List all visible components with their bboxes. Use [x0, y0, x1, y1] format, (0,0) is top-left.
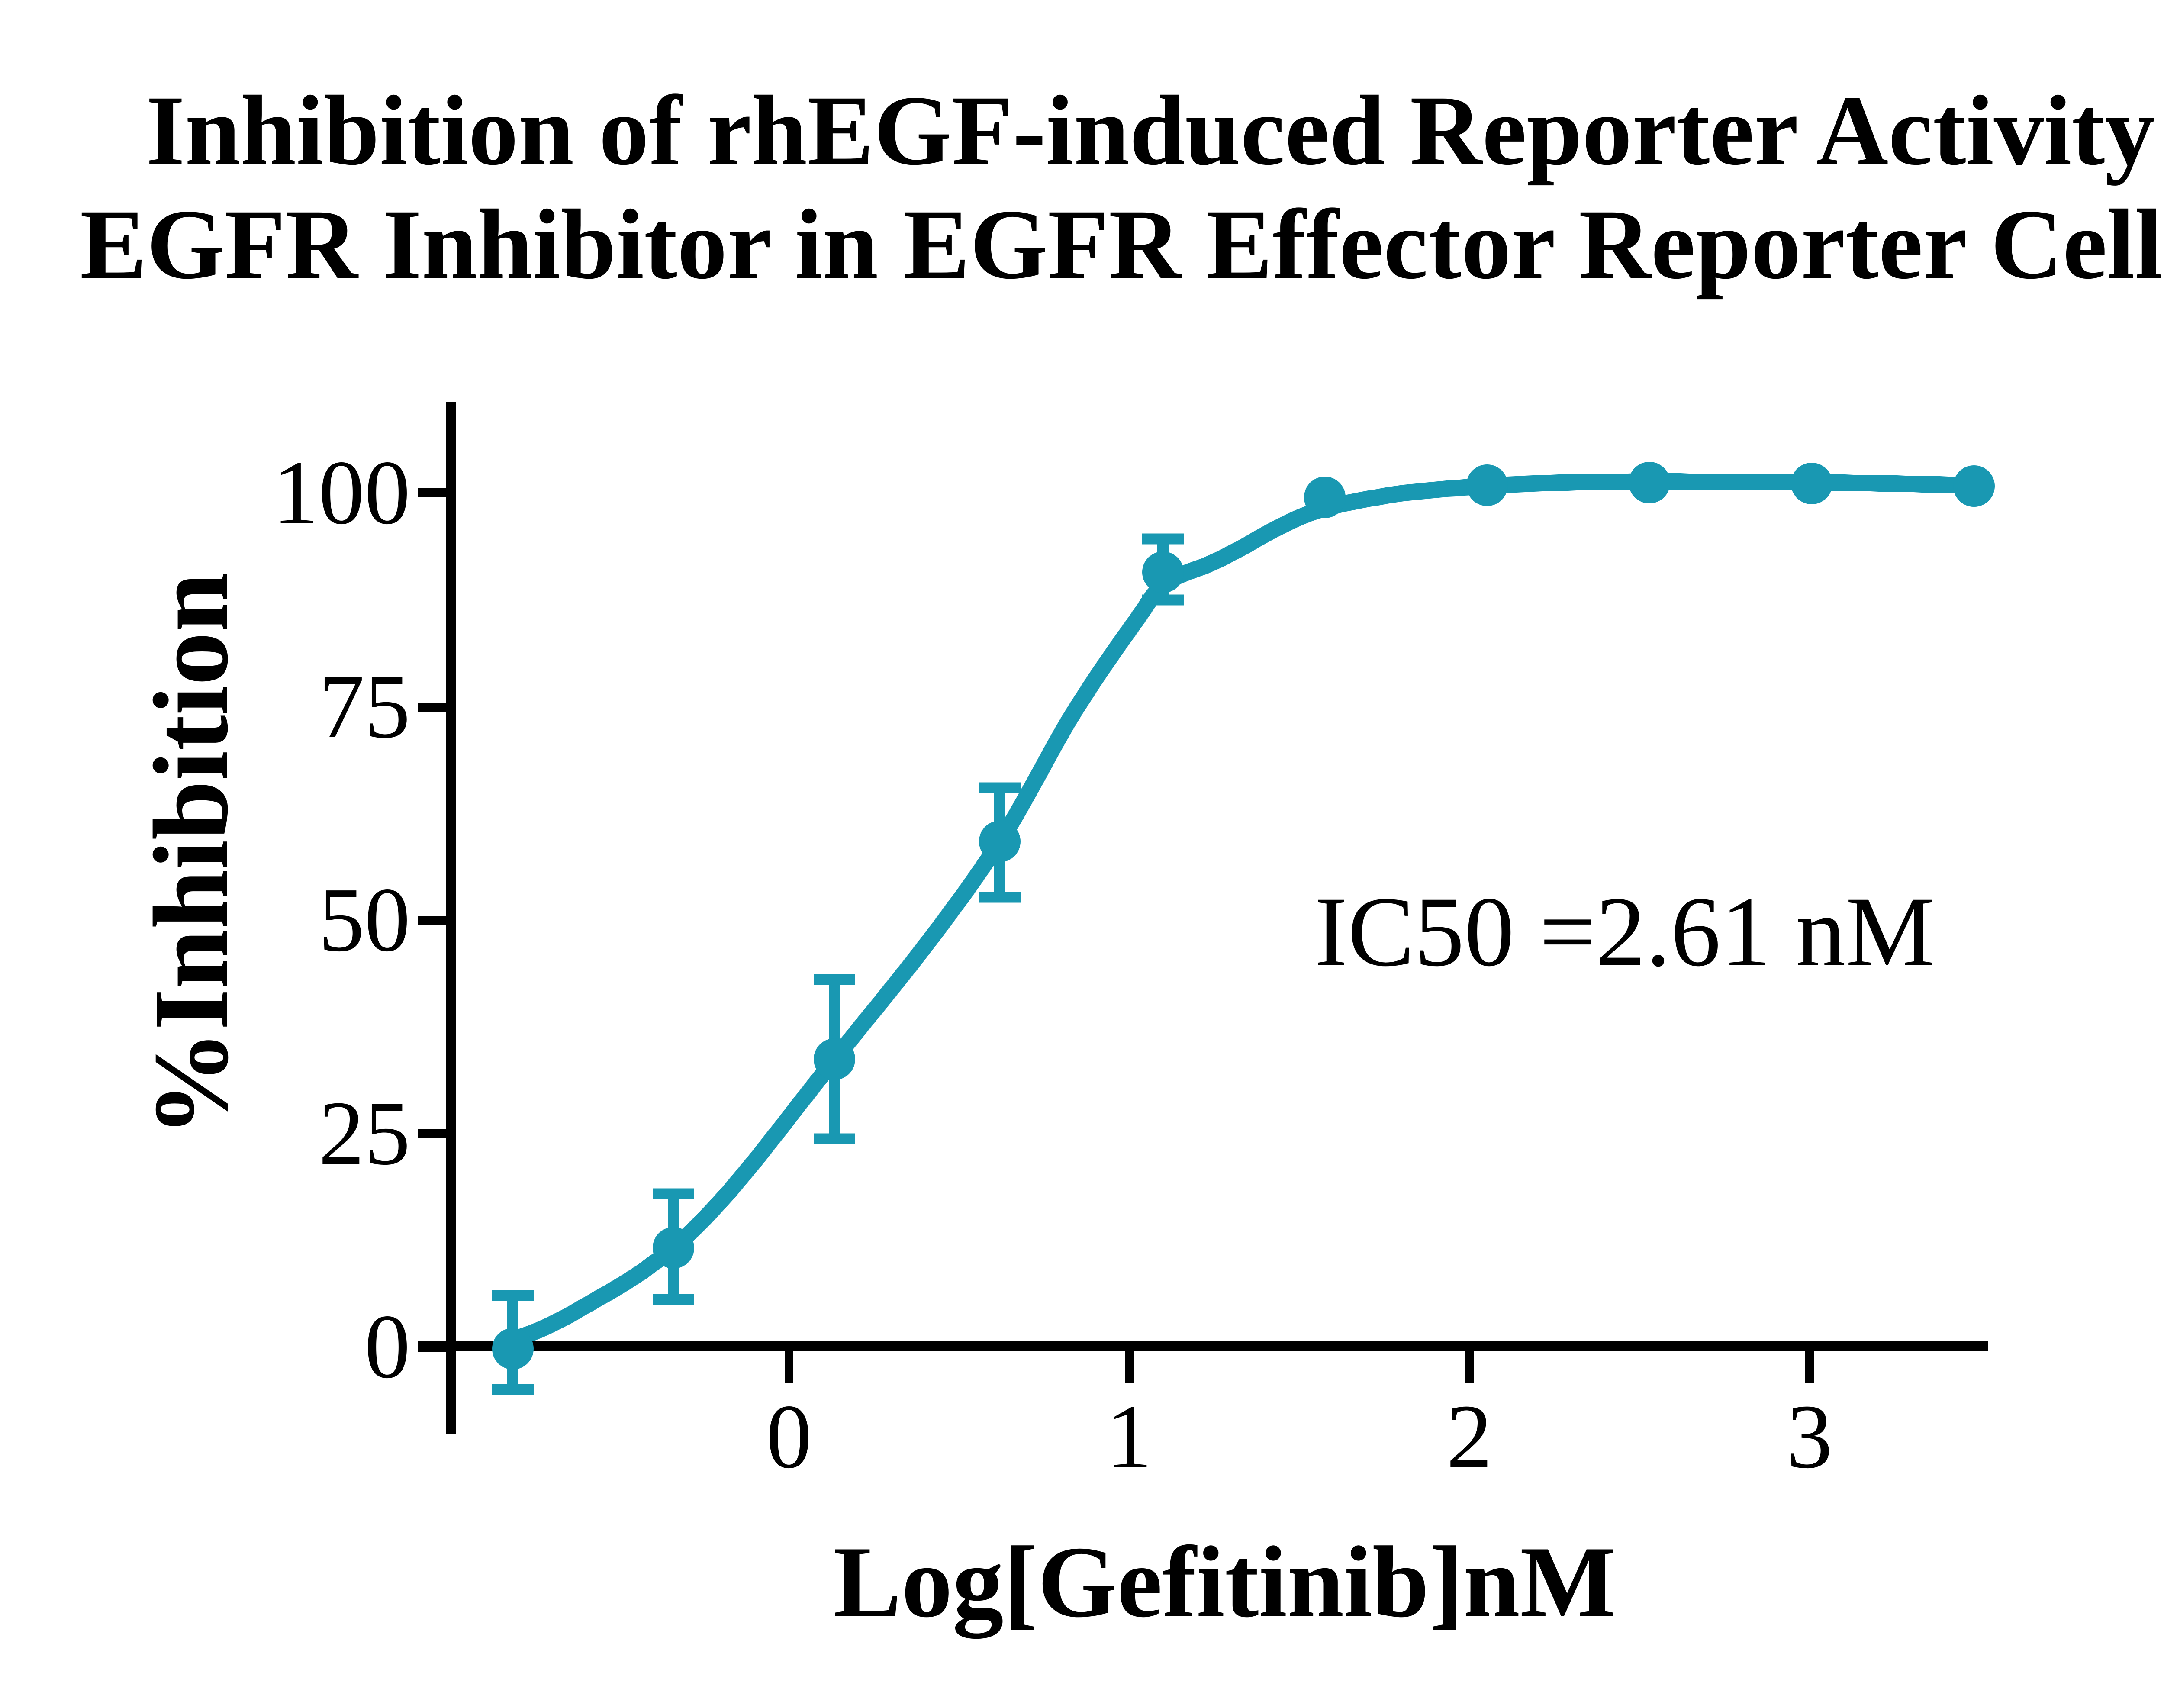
svg-text:25: 25: [319, 1082, 410, 1184]
svg-text:0: 0: [766, 1386, 812, 1487]
svg-text:50: 50: [319, 869, 410, 970]
svg-text:Log[Gefitinib]nM: Log[Gefitinib]nM: [833, 1526, 1616, 1639]
svg-text:IC50 =2.61 nM: IC50 =2.61 nM: [1314, 876, 1935, 987]
svg-text:EGFR Inhibitor in EGFR Effecto: EGFR Inhibitor in EGFR Effector Reporter…: [80, 189, 2164, 300]
svg-text:100: 100: [273, 442, 410, 543]
svg-text:Inhibition of rhEGF-induced Re: Inhibition of rhEGF-induced Reporter Act…: [146, 75, 2164, 186]
svg-text:0: 0: [364, 1296, 410, 1397]
svg-text:1: 1: [1106, 1386, 1152, 1487]
svg-text:75: 75: [319, 655, 410, 757]
svg-text:%Inhibition: %Inhibition: [132, 573, 250, 1137]
svg-text:2: 2: [1446, 1386, 1492, 1487]
svg-text:3: 3: [1787, 1386, 1832, 1487]
